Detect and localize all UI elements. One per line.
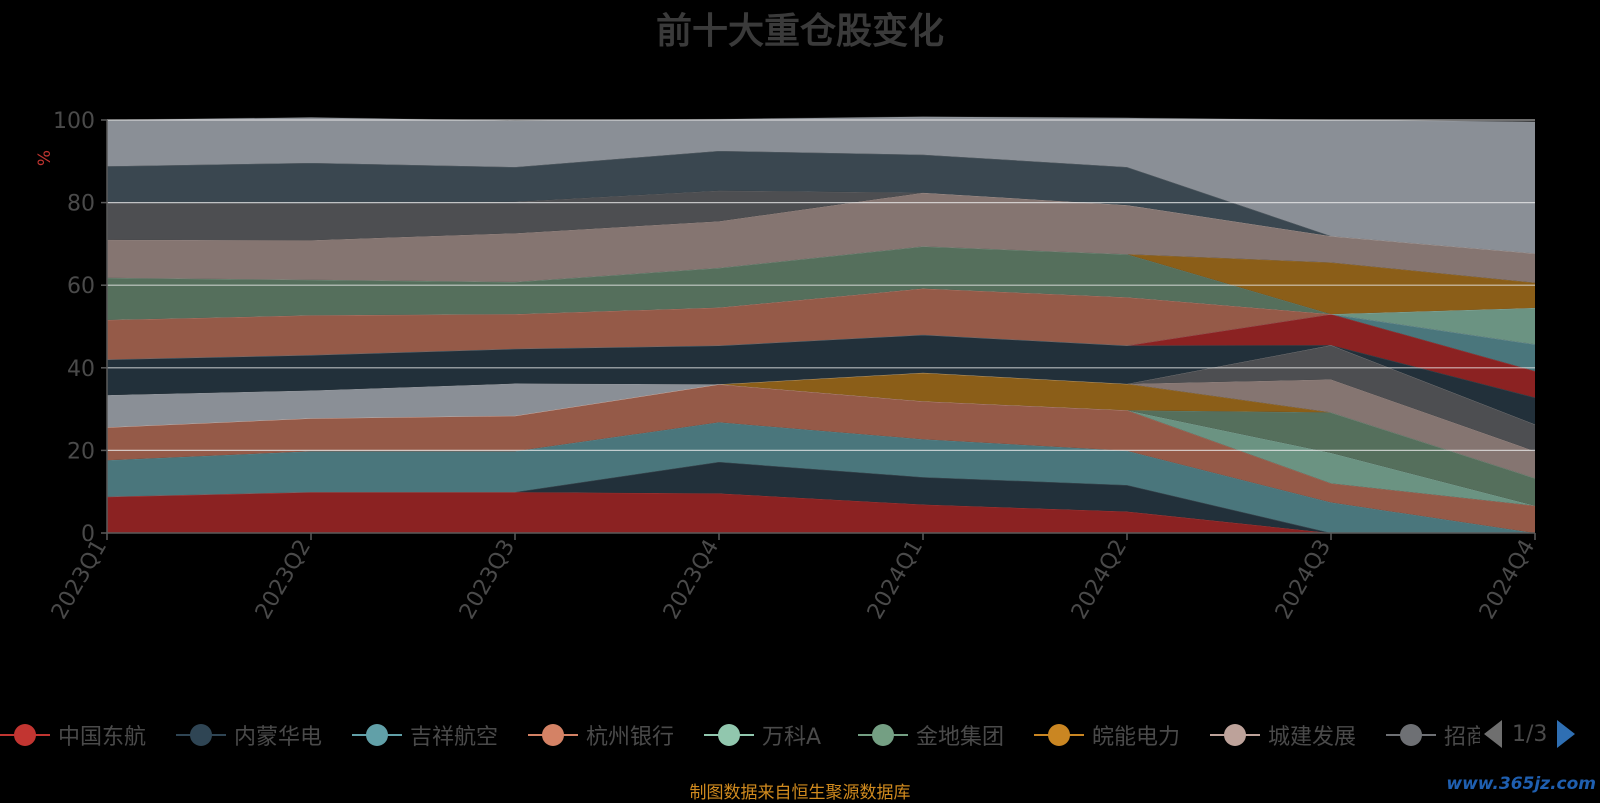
legend-item-8[interactable]: 招商 — [1386, 718, 1480, 752]
legend-circle-marker — [1400, 724, 1422, 746]
x-tick-label-2023Q1: 2023Q1 — [47, 536, 112, 624]
legend-line-marker — [352, 724, 402, 746]
y-tick-label-80: 80 — [67, 192, 95, 217]
y-tick-label-40: 40 — [67, 357, 95, 382]
legend-circle-marker — [718, 724, 740, 746]
legend: 中国东航 内蒙华电 吉祥航空 杭州银行 万科A 金地集团 皖能电力 城建发展 招商 — [0, 718, 1480, 752]
legend-item-1[interactable]: 内蒙华电 — [176, 718, 322, 752]
legend-item-5[interactable]: 金地集团 — [858, 718, 1004, 752]
legend-label: 招商 — [1444, 725, 1480, 750]
legend-label: 皖能电力 — [1092, 725, 1181, 750]
area-layer-9 — [107, 345, 1535, 428]
legend-line-marker — [0, 724, 50, 746]
x-tick-label-2024Q2: 2024Q2 — [1067, 536, 1132, 624]
x-tick-label-2024Q1: 2024Q1 — [863, 536, 928, 624]
y-tick-label-0: 0 — [81, 522, 95, 547]
x-tick-label-2024Q3: 2024Q3 — [1271, 536, 1336, 624]
legend-prev-page-icon[interactable] — [1484, 720, 1502, 748]
legend-line-marker — [176, 724, 226, 746]
area-layer-17 — [107, 192, 1535, 283]
area-layer-16 — [107, 246, 1535, 315]
area-layer-3 — [107, 384, 1535, 533]
area-layer-6 — [107, 372, 1535, 479]
y-tick-label-100: 100 — [53, 109, 95, 134]
legend-label: 中国东航 — [58, 725, 147, 750]
legend-circle-marker — [1224, 724, 1246, 746]
legend-line-marker — [528, 724, 578, 746]
legend-item-6[interactable]: 皖能电力 — [1034, 718, 1180, 752]
legend-label: 内蒙华电 — [234, 725, 323, 750]
x-tick-label-2023Q3: 2023Q3 — [455, 536, 520, 624]
legend-pager: 1/3 — [1484, 716, 1576, 752]
area-layer-5 — [107, 384, 1535, 506]
legend-circle-marker — [14, 724, 36, 746]
y-tick-label-60: 60 — [67, 274, 95, 299]
legend-circle-marker — [872, 724, 894, 746]
x-tick-label-2024Q4: 2024Q4 — [1475, 536, 1540, 624]
legend-line-marker — [1386, 724, 1436, 746]
legend-label: 金地集团 — [916, 725, 1005, 750]
x-tick-label-2023Q2: 2023Q2 — [251, 536, 316, 624]
chart-title: 前十大重仓股变化 — [655, 11, 944, 52]
legend-line-marker — [1034, 724, 1084, 746]
area-layer-0 — [107, 492, 1535, 533]
area-layers — [106, 116, 1536, 534]
legend-circle-marker — [366, 724, 388, 746]
data-source-note: 制图数据来自恒生聚源数据库 — [689, 783, 911, 803]
legend-label: 城建发展 — [1268, 725, 1357, 750]
legend-label: 万科A — [762, 725, 822, 750]
legend-item-2[interactable]: 吉祥航空 — [352, 718, 498, 752]
legend-item-7[interactable]: 城建发展 — [1210, 718, 1356, 752]
legend-line-marker — [704, 724, 754, 746]
legend-next-page-icon[interactable] — [1557, 720, 1576, 748]
legend-page-indicator: 1/3 — [1512, 721, 1548, 747]
area-layer-10 — [107, 334, 1535, 425]
y-axis-unit-label: % — [35, 150, 55, 166]
area-layer-2 — [107, 422, 1535, 533]
stacked-area-chart: 0 20 40 60 80 100 2023Q1 2023Q2 2023Q3 2023Q4 2024… — [35, 109, 1540, 624]
area-layer-13 — [107, 288, 1535, 360]
area-layer-4 — [107, 384, 1535, 506]
legend-item-4[interactable]: 万科A — [704, 718, 821, 752]
y-tick-label-20: 20 — [67, 439, 95, 464]
legend-item-0[interactable]: 中国东航 — [0, 718, 146, 752]
area-layer-1 — [107, 462, 1535, 533]
legend-label: 吉祥航空 — [410, 725, 499, 750]
gridlines — [107, 119, 1535, 451]
legend-line-marker — [1210, 724, 1260, 746]
area-layer-18 — [107, 190, 1535, 254]
watermark: www.365jz.com — [1446, 774, 1596, 794]
legend-circle-marker — [542, 724, 564, 746]
area-layer-20 — [107, 116, 1535, 254]
legend-circle-marker — [1048, 724, 1070, 746]
legend-item-3[interactable]: 杭州银行 — [528, 718, 674, 752]
area-layer-19 — [107, 151, 1535, 254]
area-layer-15 — [107, 246, 1535, 320]
legend-circle-marker — [190, 724, 212, 746]
legend-line-marker — [858, 724, 908, 746]
x-tick-label-2023Q4: 2023Q4 — [659, 536, 724, 624]
legend-label: 杭州银行 — [586, 725, 675, 750]
